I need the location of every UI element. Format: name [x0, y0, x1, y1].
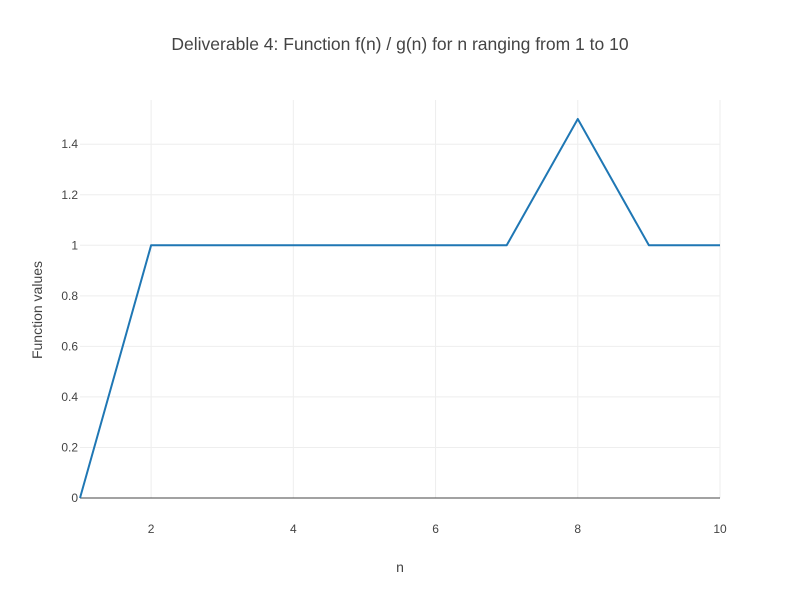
x-axis-ticks: 2 4 6 8 10 — [148, 522, 727, 536]
y-tick-label: 0.2 — [61, 440, 78, 454]
y-tick-label: 1.4 — [61, 137, 78, 151]
y-tick-label: 0.6 — [61, 339, 78, 353]
series-layer — [79, 117, 720, 499]
grid — [80, 100, 721, 498]
series-line-0 — [79, 117, 720, 499]
y-tick-label: 1 — [71, 238, 78, 252]
chart-title: Deliverable 4: Function f(n) / g(n) for … — [171, 34, 628, 54]
x-tick-label: 10 — [713, 522, 727, 536]
x-tick-label: 2 — [148, 522, 155, 536]
y-tick-label: 0 — [71, 491, 78, 505]
x-tick-label: 6 — [432, 522, 439, 536]
y-tick-label: 1.2 — [61, 188, 78, 202]
y-tick-label: 0.8 — [61, 289, 78, 303]
y-axis-ticks: 0 0.2 0.4 0.6 0.8 1 1.2 1.4 — [61, 137, 78, 505]
x-tick-label: 8 — [574, 522, 581, 536]
y-axis-title: Function values — [29, 261, 45, 359]
y-tick-label: 0.4 — [61, 390, 78, 404]
x-axis-title: n — [396, 559, 404, 575]
x-tick-label: 4 — [290, 522, 297, 536]
